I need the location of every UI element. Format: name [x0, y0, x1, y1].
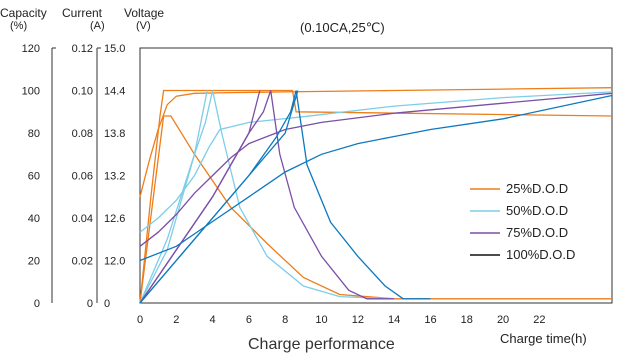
current-axis-title: Current [62, 6, 103, 20]
series-50dod-voltage-line [139, 91, 613, 233]
x-tick-label: 10 [315, 314, 327, 326]
voltage-tick-label: 15.0 [104, 43, 125, 55]
x-tick-label: 0 [137, 314, 143, 326]
current-tick-label: 0.02 [72, 256, 93, 268]
series-50dod-capacity-line [139, 90, 208, 304]
capacity-axis-title: Capacity [0, 6, 47, 20]
capacity-tick-label: 120 [22, 43, 40, 55]
voltage-axis-unit: (V) [136, 20, 151, 32]
capacity-tick-label: 20 [28, 256, 40, 268]
capacity-tick-label: 80 [28, 128, 40, 140]
series-50dod-current-line [139, 90, 395, 304]
series-100dod-voltage-line [139, 94, 613, 262]
plot-frame [139, 47, 613, 304]
voltage-axis-title: Voltage [124, 6, 165, 20]
current-tick-label: 0.10 [72, 86, 93, 98]
voltage-tick-label: 13.2 [104, 171, 125, 183]
series-25dod-capacity-line [139, 89, 613, 304]
capacity-tick-label: 60 [28, 171, 40, 183]
x-tick-label: 22 [533, 314, 545, 326]
x-tick-label: 2 [173, 314, 179, 326]
current-tick-label: 0.12 [72, 43, 93, 55]
current-tick-label: 0.04 [72, 213, 93, 225]
voltage-tick-label: 12.6 [104, 213, 125, 225]
capacity-tick-label: 40 [28, 213, 40, 225]
legend-label: 75%D.O.D [506, 225, 568, 240]
legend-label: 50%D.O.D [506, 203, 568, 218]
x-axis-label: Charge time(h) [500, 331, 587, 346]
series-75dod-capacity-line [139, 90, 261, 304]
chart-caption: Charge performance [248, 336, 395, 353]
voltage-tick-label: 14.4 [104, 86, 125, 98]
x-tick-label: 18 [461, 314, 473, 326]
voltage-tick-label: 0 [104, 298, 110, 310]
x-tick-label: 4 [210, 314, 216, 326]
x-tick-label: 6 [246, 314, 252, 326]
x-tick-label: 12 [352, 314, 364, 326]
voltage-tick-label: 13.8 [104, 128, 125, 140]
chart-title: (0.10CA,25℃) [300, 20, 385, 35]
x-tick-label: 16 [424, 314, 436, 326]
current-tick-label: 0.06 [72, 171, 93, 183]
series-100dod-capacity-line [139, 90, 299, 304]
series-25dod-voltage-line [139, 87, 613, 197]
legend-label: 25%D.O.D [506, 181, 568, 196]
x-tick-label: 20 [497, 314, 509, 326]
series-75dod-voltage-line [139, 92, 613, 247]
x-tick-label: 14 [388, 314, 400, 326]
current-tick-label: 0 [87, 298, 93, 310]
capacity-tick-label: 0 [34, 298, 40, 310]
x-tick-label: 8 [282, 314, 288, 326]
current-axis-unit: (A) [90, 20, 105, 32]
voltage-tick-label: 12.0 [104, 256, 125, 268]
legend-label: 100%D.O.D [506, 247, 575, 262]
current-tick-label: 0.08 [72, 128, 93, 140]
capacity-axis-unit: (%) [10, 20, 28, 32]
capacity-tick-label: 100 [22, 86, 40, 98]
